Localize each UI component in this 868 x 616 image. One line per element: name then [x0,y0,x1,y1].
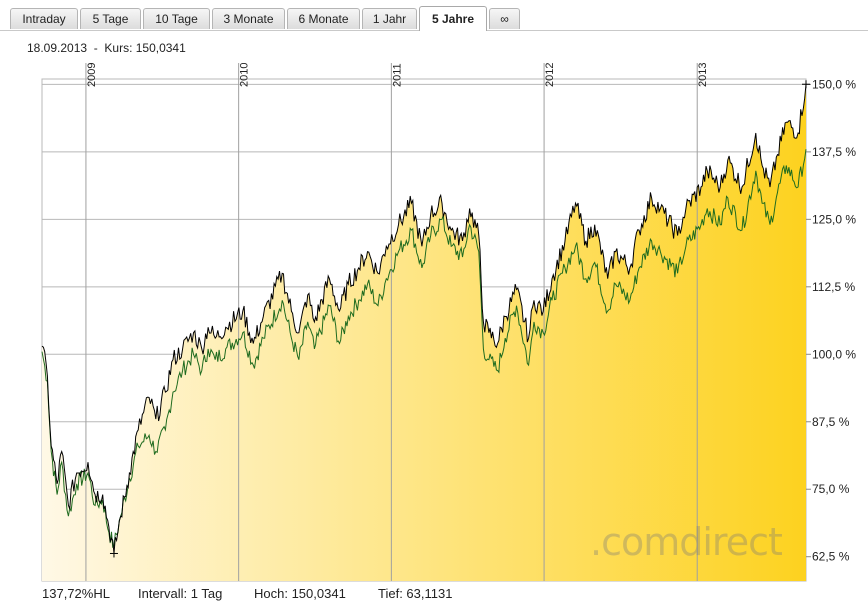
x-tick-label: 2009 [86,63,98,87]
tab-6-monate[interactable]: 6 Monate [287,8,360,29]
tab-3-monate[interactable]: 3 Monate [212,8,285,29]
footer-mode[interactable]: 137,72%HL [42,586,110,601]
footer-low: Tief: 63,1131 [378,586,453,601]
x-tick-labels: 2009 2010 2011 2012 2013 [86,63,709,87]
high-marker [802,80,810,89]
x-tick-label: 2010 [239,63,251,87]
footer-interval: Intervall: 1 Tag [138,586,223,601]
compare-series-line [41,149,807,549]
low-marker [109,549,118,558]
high-low-markers [109,80,810,558]
y-tick-labels: 150,0 % 137,5 % 125,0 % 112,5 % 100,0 % 87,5 … [812,77,856,563]
y-tick-label: 137,5 % [812,145,856,159]
tab-max[interactable]: ∞ [489,8,520,29]
tab-1-jahr[interactable]: 1 Jahr [362,8,417,29]
quote-info: 18.09.2013 - Kurs: 150,0341 [27,41,186,55]
x-tick-label: 2012 [544,63,556,87]
footer-high: Hoch: 150,0341 [254,586,346,601]
price-area-fill [42,84,806,581]
x-tick-label: 2013 [697,63,709,87]
y-tick-label: 62,5 % [812,550,850,564]
y-tick-label: 75,0 % [812,482,850,496]
x-tick-label: 2011 [391,63,403,87]
period-tab-bar: Intraday 5 Tage 10 Tage 3 Monate 6 Monat… [0,0,868,31]
price-chart: 2009 2010 2011 2012 2013 150,0 % 137,5 % 125,0… [41,63,856,582]
tab-intraday[interactable]: Intraday [10,8,78,29]
y-tick-label: 87,5 % [812,415,850,429]
tab-5-tage[interactable]: 5 Tage [80,8,141,29]
y-tick-label: 112,5 % [812,280,855,294]
tab-10-tage[interactable]: 10 Tage [143,8,210,29]
y-tick-label: 100,0 % [812,347,856,361]
price-series-line [41,84,807,554]
x-gridlines [85,63,698,581]
y-tick-label: 125,0 % [812,212,856,226]
tab-5-jahre[interactable]: 5 Jahre [419,6,487,31]
comdirect-logo: .comdirect [590,520,783,564]
y-tick-label: 150,0 % [812,77,856,91]
